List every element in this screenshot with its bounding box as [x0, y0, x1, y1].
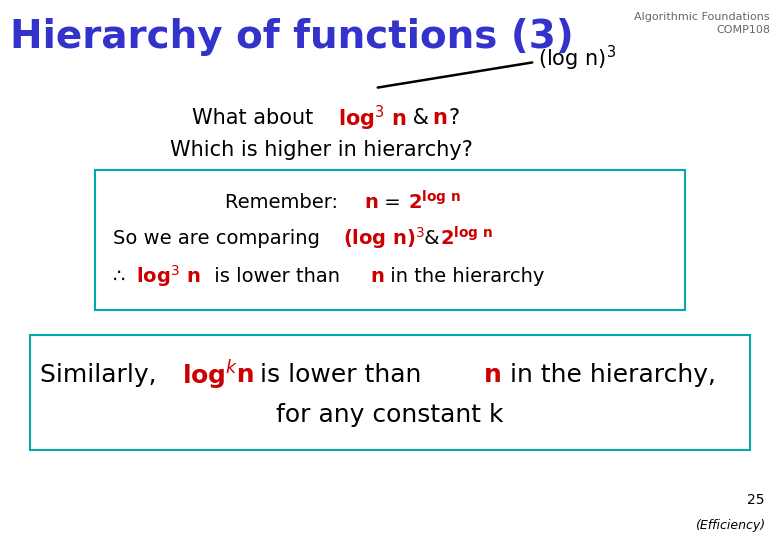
Text: (log n)$^3$: (log n)$^3$ — [538, 43, 616, 72]
FancyBboxPatch shape — [95, 170, 685, 310]
Text: 2$^{\mathregular{log\ n}}$: 2$^{\mathregular{log\ n}}$ — [440, 226, 493, 249]
Text: Which is higher in hierarchy?: Which is higher in hierarchy? — [170, 140, 473, 160]
Text: Similarly,: Similarly, — [40, 363, 165, 387]
Text: ?: ? — [448, 108, 459, 128]
Text: Hierarchy of functions (3): Hierarchy of functions (3) — [10, 18, 574, 56]
Text: for any constant k: for any constant k — [276, 403, 504, 427]
Text: (log n)$^3$: (log n)$^3$ — [343, 225, 425, 251]
Text: n: n — [228, 363, 254, 387]
Text: in the hierarchy,: in the hierarchy, — [502, 363, 716, 387]
Text: So we are comparing: So we are comparing — [113, 228, 326, 247]
Text: is lower than: is lower than — [208, 267, 346, 286]
Text: n: n — [432, 108, 447, 128]
Text: Remember:: Remember: — [225, 192, 344, 212]
Text: n: n — [364, 192, 378, 212]
Text: 2$^{\mathregular{log\ n}}$: 2$^{\mathregular{log\ n}}$ — [408, 191, 461, 214]
Text: ∴: ∴ — [113, 267, 132, 286]
Text: &: & — [418, 228, 445, 247]
Text: Algorithmic Foundations
COMP108: Algorithmic Foundations COMP108 — [634, 12, 770, 35]
FancyBboxPatch shape — [30, 335, 750, 450]
Text: (Efficiency): (Efficiency) — [695, 518, 765, 531]
Text: log$^3$ n: log$^3$ n — [338, 103, 407, 133]
Text: n: n — [484, 363, 502, 387]
Text: &: & — [406, 108, 435, 128]
Text: log$^k$: log$^k$ — [182, 358, 239, 392]
Text: What about: What about — [192, 108, 320, 128]
Text: =: = — [378, 192, 407, 212]
Text: is lower than: is lower than — [252, 363, 429, 387]
Text: in the hierarchy: in the hierarchy — [384, 267, 544, 286]
Text: 25: 25 — [747, 493, 765, 507]
Text: n: n — [370, 267, 384, 286]
Text: log$^3$ n: log$^3$ n — [136, 263, 200, 289]
